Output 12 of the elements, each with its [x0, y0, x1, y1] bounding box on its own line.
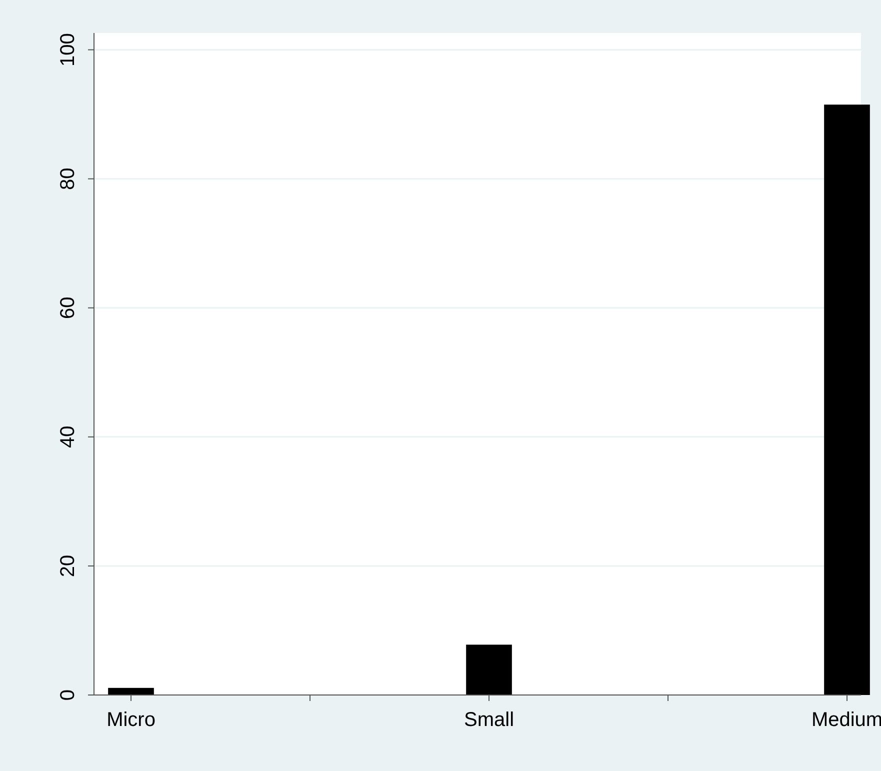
bar — [466, 644, 512, 695]
y-tick-label: 60 — [57, 296, 79, 319]
y-tick-label: 20 — [57, 554, 79, 578]
bar — [108, 688, 154, 695]
x-tick-label: Small — [464, 709, 514, 731]
y-tick-label: 80 — [57, 168, 79, 190]
y-tick-label: 0 — [57, 689, 79, 701]
y-tick-label: 100 — [57, 33, 79, 66]
y-tick-label: 40 — [57, 426, 79, 448]
x-tick-label: Medium — [811, 709, 881, 731]
bar — [824, 104, 870, 695]
x-tick-label: Micro — [106, 709, 156, 731]
